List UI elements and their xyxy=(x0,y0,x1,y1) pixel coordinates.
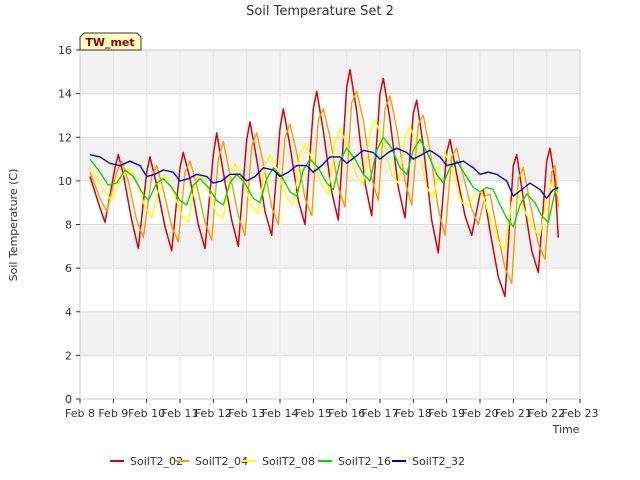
x-tick-label: Feb 12 xyxy=(195,407,232,420)
legend-label-soilt2_04: SoilT2_04 xyxy=(195,455,248,468)
y-tick-label: 12 xyxy=(58,131,72,144)
series-layer xyxy=(89,68,560,298)
y-tick-label: 16 xyxy=(58,44,72,57)
x-tick-label: Feb 23 xyxy=(562,407,599,420)
x-tick-label: Feb 18 xyxy=(395,407,432,420)
series-line-soilt2_32 xyxy=(89,147,559,199)
legend-label-soilt2_32: SoilT2_32 xyxy=(412,455,465,468)
badge-box xyxy=(79,32,142,51)
y-tick-label: 8 xyxy=(65,219,72,232)
y-tick-label: 0 xyxy=(65,393,72,406)
x-tick-label: Feb 20 xyxy=(462,407,499,420)
x-tick-label: Feb 22 xyxy=(528,407,565,420)
plot-band xyxy=(80,311,580,356)
y-tick-label: 6 xyxy=(65,262,72,275)
site-badge: TW_met xyxy=(79,32,142,51)
series-line-soilt2_16 xyxy=(89,136,559,228)
x-tick-label: Feb 9 xyxy=(98,407,128,420)
y-axis-label: Soil Temperature (C) xyxy=(7,169,20,282)
plot-band xyxy=(80,50,580,94)
x-tick-label: Feb 17 xyxy=(362,407,399,420)
x-tick-label: Feb 16 xyxy=(328,407,365,420)
badge-label: TW_met xyxy=(85,36,134,49)
x-tick-label: Feb 15 xyxy=(295,407,332,420)
y-tick-label: 2 xyxy=(65,349,72,362)
x-tick-label: Feb 19 xyxy=(428,407,465,420)
legend: SoilT2_02 SoilT2_04 SoilT2_08 SoilT2_16 Soil… xyxy=(110,455,465,468)
y-tick-label: 4 xyxy=(65,306,72,319)
series-line-soilt2_04 xyxy=(89,90,559,285)
y-axis: 0 2 4 6 8 10 12 14 16 xyxy=(58,44,80,406)
x-tick-label: Feb 13 xyxy=(228,407,265,420)
legend-label-soilt2_08: SoilT2_08 xyxy=(262,455,315,468)
chart-title: Soil Temperature Set 2 xyxy=(246,4,394,19)
y-tick-label: 14 xyxy=(58,88,72,101)
legend-label-soilt2_16: SoilT2_16 xyxy=(338,455,391,468)
x-axis-label: Time xyxy=(552,423,580,436)
x-tick-label: Feb 14 xyxy=(262,407,299,420)
legend-label-soilt2_02: SoilT2_02 xyxy=(130,455,183,468)
x-tick-label: Feb 8 xyxy=(65,407,95,420)
x-tick-label: Feb 10 xyxy=(128,407,165,420)
x-tick-label: Feb 21 xyxy=(495,407,532,420)
series-line-soilt2_08 xyxy=(89,119,559,250)
x-tick-label: Feb 11 xyxy=(162,407,199,420)
y-tick-label: 10 xyxy=(58,175,72,188)
